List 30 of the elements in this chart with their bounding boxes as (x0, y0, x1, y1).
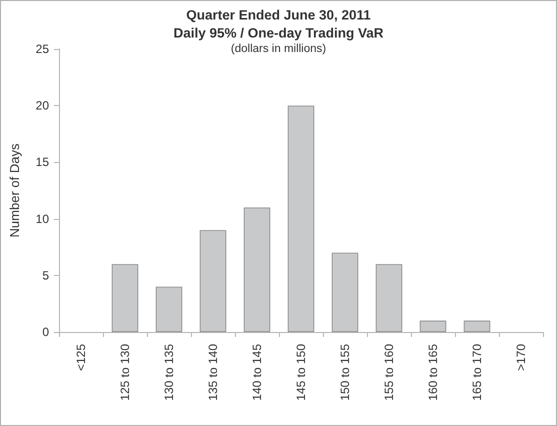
y-axis-title: Number of Days (7, 143, 22, 238)
x-tick-label: 130 to 135 (162, 344, 176, 401)
x-tick-label: 145 to 150 (294, 344, 308, 401)
bar (288, 106, 314, 332)
bar (200, 230, 226, 332)
annotation: (dollars in millions) (230, 43, 326, 55)
bar (332, 252, 358, 332)
x-tick-label: 150 to 155 (338, 344, 352, 401)
chart-title: Quarter Ended June 30, 2011 (186, 8, 372, 22)
y-tick-label: 0 (42, 325, 50, 339)
bar (156, 286, 182, 332)
chart-subtitle: Daily 95% / One-day Trading VaR (173, 26, 384, 40)
x-tick-label: 160 to 165 (426, 344, 440, 401)
x-tick-label: <125 (74, 344, 88, 372)
bar (244, 207, 270, 332)
y-tick-label: 10 (36, 212, 50, 226)
x-tick-label: 125 to 130 (118, 344, 132, 401)
bar (112, 264, 138, 332)
x-tick-label: >170 (514, 344, 528, 372)
bar (420, 320, 446, 332)
y-tick-label: 5 (42, 268, 50, 282)
x-tick-label: 155 to 160 (382, 344, 396, 401)
bar (376, 264, 402, 332)
x-tick-label: 165 to 170 (470, 344, 484, 401)
y-tick-label: 25 (36, 42, 50, 56)
bar (464, 320, 490, 332)
y-tick-label: 15 (36, 155, 50, 170)
y-tick-label: 20 (36, 98, 50, 113)
x-tick-label: 140 to 145 (250, 344, 264, 401)
x-tick-label: 135 to 140 (206, 344, 220, 401)
